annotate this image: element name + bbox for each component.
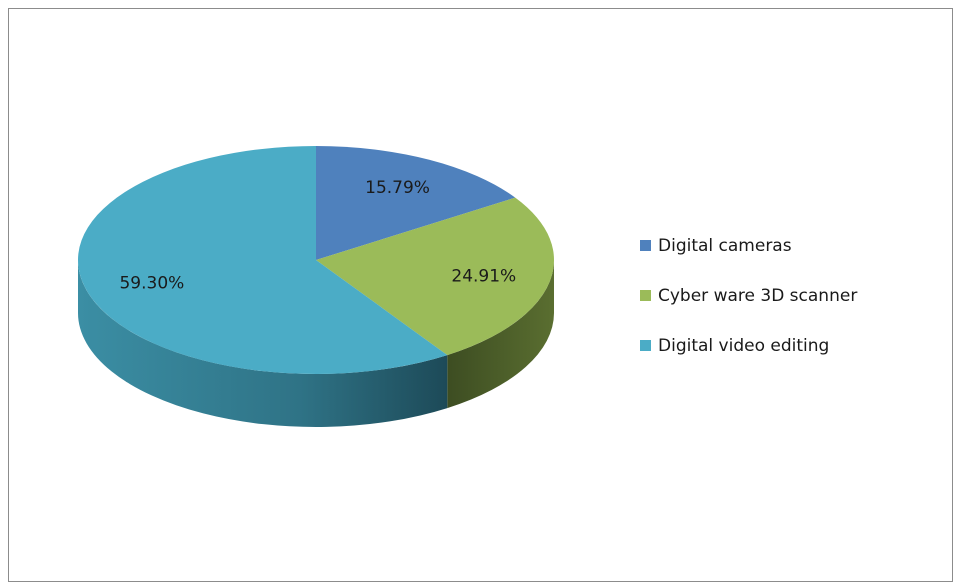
slice (316, 197, 555, 356)
data-label: 59.30% (119, 274, 184, 294)
legend-label: Digital cameras (658, 236, 792, 256)
data-label: 15.79% (365, 178, 430, 198)
slice-side (78, 260, 448, 427)
legend-swatch (640, 340, 651, 351)
legend-label: Digital video editing (658, 336, 829, 356)
data-label: 24.91% (451, 267, 516, 287)
legend-swatch (640, 290, 651, 301)
slice (316, 146, 516, 260)
legend-label: Cyber ware 3D scanner (658, 286, 857, 306)
slice (77, 146, 448, 374)
legend-swatch (640, 240, 651, 251)
slice-side (447, 260, 554, 409)
